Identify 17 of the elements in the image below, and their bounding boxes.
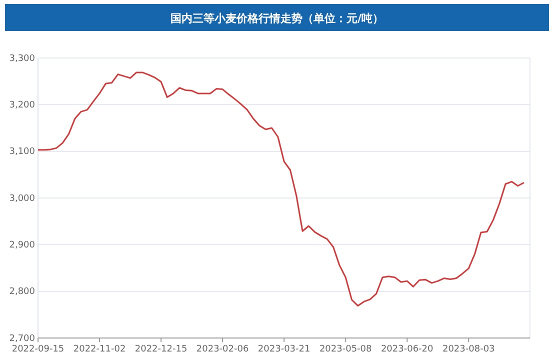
y-tick-label: 3,000 [9, 194, 36, 204]
line-series [37, 72, 525, 307]
y-tick-label: 3,200 [9, 100, 36, 111]
x-tick-label: 2023-06-20 [380, 344, 434, 354]
chart-title: 国内三等小麦价格行情走势（单位：元/吨） [170, 12, 384, 25]
x-tick-label: 2023-02-06 [196, 344, 249, 354]
x-tick-label: 2023-08-03 [442, 344, 495, 354]
y-tick-label: 2,800 [9, 287, 36, 298]
x-tick-label: 2022-12-15 [134, 344, 188, 354]
x-tick-label: 2023-05-08 [319, 344, 372, 354]
y-tick-label: 3,300 [9, 54, 36, 64]
y-tick-label: 2,900 [9, 240, 36, 251]
y-tick-label: 3,100 [9, 147, 36, 158]
x-tick-label: 2022-09-15 [12, 344, 64, 354]
x-tick-label: 2023-03-21 [258, 344, 310, 354]
y-tick-label: 2,700 [9, 334, 36, 344]
x-tick-label: 2022-11-02 [73, 344, 126, 354]
